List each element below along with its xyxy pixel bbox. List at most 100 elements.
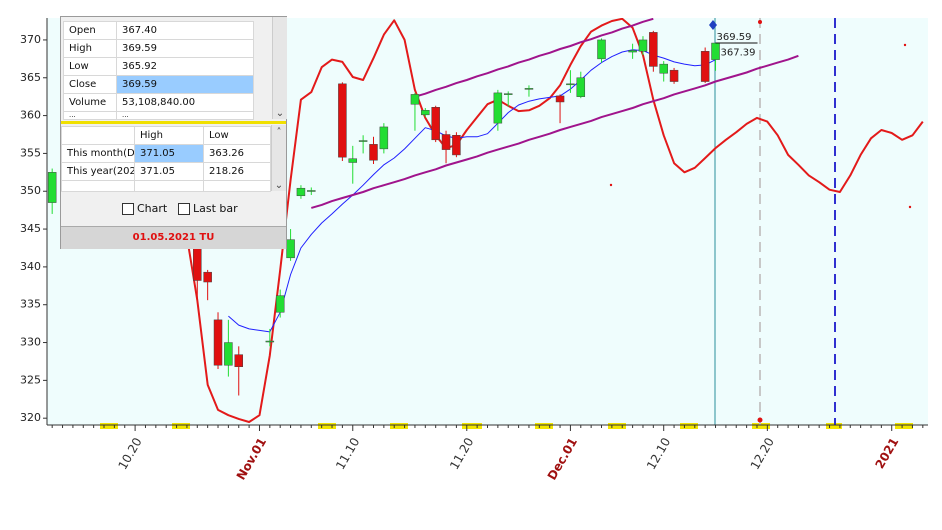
cell: 53,108,840.00 [116,93,254,112]
cell [61,126,135,145]
splitter [61,121,286,124]
candle-body [203,271,212,283]
candle-body [338,83,347,158]
cell: Low [63,57,117,76]
candle-body [224,342,233,366]
candle-body [286,239,295,259]
x-tick-label: 11.20 [447,435,476,472]
cell: ... [116,111,254,120]
candle-body [597,39,606,60]
cell: Volume [63,93,117,112]
cell: Close [63,75,117,94]
candle-body [452,135,461,156]
cell: ... [63,111,117,120]
overlay-line [414,18,654,98]
candle-body [638,39,648,52]
cell [134,180,204,192]
quote-table: Open 367.40 High 369.59 Low 365.92 Close 369… [63,21,254,120]
candle-body [659,63,668,74]
last-label: 369.59 [717,32,752,43]
candle-body [234,354,243,367]
cell [203,180,271,192]
x-tick-label: 12.10 [644,435,673,472]
y-tick-label: 350 [20,184,41,197]
candle-body [503,93,513,95]
cell: 363.26 [203,144,271,163]
candle-body [296,187,306,197]
candle-body [379,126,389,150]
y-tick-label: 355 [20,146,41,159]
candle-body [47,172,57,203]
candle-body [669,69,679,82]
candle-body [555,95,565,103]
info-panel: Open 367.40 High 369.59 Low 365.92 Close 369… [60,16,287,249]
x-tick-label: Nov.01 [234,435,269,482]
candle-body [307,190,316,192]
y-tick-label: 340 [20,260,41,273]
plot [47,18,924,423]
y-tick-label: 370 [20,33,41,46]
cell: 369.59 [116,75,254,94]
cell: Open [63,21,117,40]
candle-body [576,77,586,97]
candle-body [431,107,440,141]
weekend-markers [100,423,913,429]
candle-body [649,32,658,67]
candle-body [711,42,720,60]
checkbox-box[interactable] [178,202,190,215]
overlay-line [311,54,799,209]
candle-body [275,295,285,313]
cell: This month(Dec) [61,144,135,163]
checkbox[interactable]: Chart [122,202,167,215]
scrollbar[interactable]: ˄ ⌄ [271,125,286,191]
y-tick-label: 365 [20,71,41,84]
candle-body [410,94,420,105]
candle-body [524,88,534,90]
checkbox-box[interactable] [122,202,134,215]
x-tick-label: 12.20 [748,435,777,472]
overlay-line [185,18,924,423]
candle-body [213,319,223,366]
y-tick-label: 320 [20,411,41,424]
date-bar: 01.05.2021 TU [61,226,286,249]
candle-body [369,144,378,161]
checkbox-label[interactable]: Last bar [193,202,238,215]
checkbox[interactable]: Last bar [178,202,238,215]
checkbox-label[interactable]: Chart [137,202,168,215]
scrollbar[interactable]: ⌄ [272,17,287,119]
candle-body [421,110,430,116]
cell: 371.05 [134,162,204,181]
y-tick-label: 325 [20,373,41,386]
candle-body [700,51,710,82]
header-cell: Low [203,126,271,145]
x-tick-label: 11.10 [333,435,362,472]
cell: High [63,39,117,58]
cell [61,180,135,192]
x-tick-label: 10.20 [115,435,144,472]
header-cell: High [134,126,204,145]
candle-body [441,134,451,150]
x-tick-label: 2021 [873,435,902,471]
candle-body [628,50,637,53]
markers [609,20,912,423]
x-tick-label: Dec.01 [545,435,580,482]
candle-body [566,83,575,86]
cell: 367.40 [116,21,254,40]
y-tick-label: 330 [20,336,41,349]
y-tick-label: 360 [20,109,41,122]
y-tick-label: 335 [20,298,41,311]
overlay-line [228,49,716,333]
candle-body [265,340,275,343]
cell: 369.59 [116,39,254,58]
last-label: 367.39 [721,48,756,59]
cell: 365.92 [116,57,254,76]
candle-body [493,92,503,124]
cell: 218.26 [203,162,271,181]
candle-body [358,140,368,142]
candle-body [348,158,358,163]
y-tick-label: 345 [20,222,41,235]
cell: 371.05 [134,144,204,163]
